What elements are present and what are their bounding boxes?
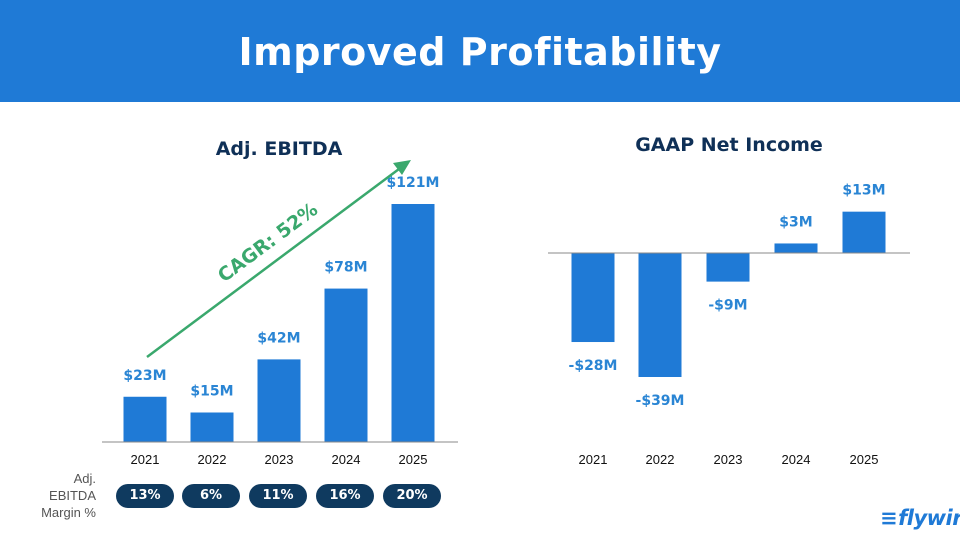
ebitda-value-label-2021: $23M — [123, 368, 166, 384]
net-income-bar-2023 — [706, 253, 750, 282]
margin-pill-2023: 11% — [249, 484, 307, 508]
margin-label-line: Adj. — [73, 471, 96, 486]
cagr-arrow-line — [146, 164, 404, 359]
cagr-annotation: CAGR: 52% — [214, 199, 322, 288]
flywire-wordmark: flywire — [898, 506, 960, 530]
net-income-bar-2022 — [638, 253, 682, 377]
net-income-bar-2025 — [842, 211, 886, 253]
net-income-value-label-2021: -$28M — [569, 358, 618, 374]
title-banner: Improved Profitability — [0, 0, 960, 102]
net-income-bar-2021 — [571, 253, 615, 343]
net-income-value-label-2023: -$9M — [708, 298, 747, 314]
net-income-value-label-2024: $3M — [779, 214, 812, 230]
ebitda-value-label-2022: $15M — [190, 383, 233, 399]
ebitda-value-label-2024: $78M — [324, 260, 367, 276]
ebitda-bar-2022 — [190, 412, 234, 442]
flywire-mark-icon: ≡ — [880, 506, 898, 530]
ebitda-value-label-2023: $42M — [257, 330, 300, 346]
margin-pill-2021: 13% — [116, 484, 174, 508]
net-income-value-label-2022: -$39M — [636, 393, 685, 409]
gaap-net-income-title: GAAP Net Income — [635, 134, 823, 156]
net-income-bar-2024 — [774, 243, 818, 253]
ebitda-margin-label: Adj. EBITDA Margin % — [30, 470, 96, 521]
page-title: Improved Profitability — [238, 30, 722, 74]
margin-label-line: EBITDA — [49, 488, 96, 503]
net-income-value-label-2025: $13M — [842, 183, 885, 199]
net-income-year-label-2022: 2022 — [646, 452, 675, 467]
ebitda-bar-2024 — [324, 288, 368, 442]
margin-label-line: Margin % — [41, 505, 96, 520]
ebitda-year-label-2022: 2022 — [198, 452, 227, 467]
net-income-year-label-2025: 2025 — [850, 452, 879, 467]
ebitda-year-label-2021: 2021 — [131, 452, 160, 467]
margin-pill-2025: 20% — [383, 484, 441, 508]
net-income-year-label-2021: 2021 — [579, 452, 608, 467]
flywire-logo: ≡flywire — [880, 506, 960, 530]
margin-pill-2022: 6% — [182, 484, 240, 508]
net-income-year-label-2024: 2024 — [782, 452, 811, 467]
margin-pill-2024: 16% — [316, 484, 374, 508]
ebitda-year-label-2025: 2025 — [399, 452, 428, 467]
ebitda-bar-2025 — [391, 204, 435, 442]
adj-ebitda-title: Adj. EBITDA — [216, 138, 343, 160]
ebitda-bar-2023 — [257, 359, 301, 442]
ebitda-year-label-2024: 2024 — [332, 452, 361, 467]
cagr-arrowhead-icon — [393, 160, 411, 175]
ebitda-bar-2021 — [123, 396, 167, 442]
ebitda-year-label-2023: 2023 — [265, 452, 294, 467]
net-income-year-label-2023: 2023 — [714, 452, 743, 467]
ebitda-value-label-2025: $121M — [387, 175, 440, 191]
